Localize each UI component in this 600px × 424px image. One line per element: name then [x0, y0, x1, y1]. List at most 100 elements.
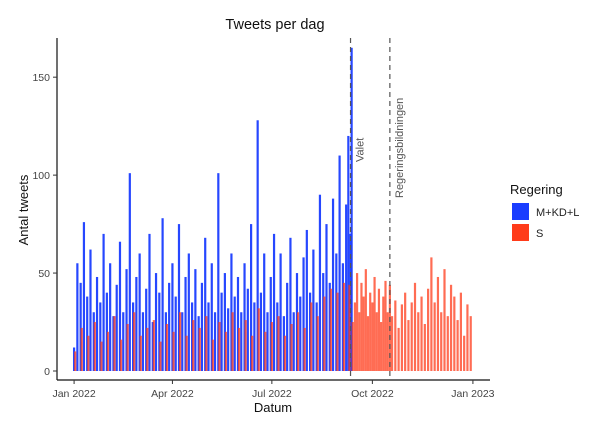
bar-mkdl — [161, 218, 164, 371]
bar-mkdl — [236, 276, 240, 371]
bar-mkdl — [154, 273, 158, 371]
bar-mkdl — [122, 312, 125, 371]
bar-s — [159, 341, 162, 371]
bar-mkdl — [292, 312, 295, 371]
bar-mkdl — [171, 263, 174, 371]
bar-mkdl — [82, 222, 86, 371]
bar-mkdl — [266, 312, 269, 371]
legend-label-s: S — [536, 228, 543, 240]
bar-s — [384, 280, 387, 371]
bar-mkdl — [299, 296, 302, 371]
bar-s — [386, 312, 389, 371]
annotation-lines: Valet Regeringsbildningen — [349, 38, 406, 380]
bar-mkdl — [86, 296, 89, 371]
bar-mkdl — [125, 269, 128, 371]
bar-mkdl — [230, 253, 233, 371]
bar-mkdl — [109, 263, 112, 371]
bar-s — [427, 288, 430, 371]
bar-s — [264, 331, 267, 371]
bar-s — [106, 331, 110, 371]
bar-s — [139, 335, 142, 371]
bar-s — [382, 296, 385, 371]
bar-s — [420, 296, 423, 371]
bar-s — [329, 288, 332, 371]
bar-mkdl — [279, 253, 282, 371]
bar-s — [417, 312, 420, 371]
bar-s — [198, 327, 201, 371]
bar-s — [126, 323, 129, 371]
bar-s — [277, 316, 280, 371]
bar-s — [290, 323, 293, 371]
bar-s — [469, 316, 472, 371]
bar-mkdl — [187, 253, 190, 371]
bar-s — [165, 323, 169, 371]
legend-swatch-mkdl — [512, 203, 529, 220]
annotation-label-1: Regeringsbildningen — [394, 98, 406, 198]
bar-mkdl — [204, 237, 207, 371]
x-tick-label: Jan 2023 — [451, 388, 494, 400]
bar-mkdl — [148, 233, 151, 371]
bar-mkdl — [128, 173, 131, 371]
bar-s — [80, 327, 83, 371]
bar-s — [257, 308, 260, 371]
bar-s — [152, 320, 155, 371]
bar-s — [224, 331, 228, 371]
bar-mkdl — [318, 194, 322, 371]
bar-s — [218, 322, 221, 371]
bar-s — [133, 312, 136, 371]
legend: Regering M+KD+L S — [510, 182, 579, 241]
bar-mkdl — [79, 282, 82, 371]
bar-s — [371, 302, 374, 371]
bar-s — [296, 312, 300, 371]
y-tick-label: 150 — [32, 72, 50, 84]
bar-s — [364, 269, 367, 371]
bar-s — [303, 327, 306, 371]
bar-mkdl — [118, 241, 122, 371]
bar-s — [377, 288, 381, 371]
bar-s — [172, 331, 175, 371]
bar-s — [463, 335, 466, 371]
bar-s — [453, 296, 456, 371]
bar-s — [466, 304, 469, 371]
bar-s — [397, 327, 400, 371]
bars-layer — [72, 47, 472, 372]
bar-s — [380, 322, 383, 371]
bar-mkdl — [177, 224, 181, 371]
bar-mkdl — [168, 282, 171, 371]
bar-s — [310, 302, 313, 371]
y-axis-title: Antal tweets — [16, 174, 31, 245]
bar-s — [404, 292, 407, 371]
bar-s — [353, 302, 356, 371]
bar-s — [185, 335, 188, 371]
bar-s — [192, 320, 195, 371]
bar-s — [456, 320, 459, 371]
bar-mkdl — [246, 288, 249, 371]
bar-mkdl — [138, 253, 141, 371]
legend-label-mkdl: M+KD+L — [536, 207, 579, 219]
bar-mkdl — [200, 282, 204, 371]
bar-s — [270, 322, 273, 371]
bar-mkdl — [217, 173, 220, 371]
bar-s — [446, 316, 449, 371]
bar-mkdl — [256, 120, 259, 372]
bar-s — [400, 304, 403, 371]
bar-mkdl — [210, 263, 213, 371]
bar-s — [342, 282, 346, 371]
bar-mkdl — [227, 308, 230, 371]
bar-s — [373, 276, 376, 371]
bar-s — [390, 316, 394, 371]
bar-s — [74, 351, 77, 371]
bar-mkdl — [305, 229, 308, 371]
bar-mkdl — [102, 233, 105, 371]
bar-s — [358, 312, 361, 371]
bar-s — [100, 341, 103, 371]
bar-mkdl — [76, 263, 79, 371]
bar-s — [336, 292, 339, 371]
legend-title: Regering — [510, 182, 563, 197]
x-ticks: Jan 2022 Apr 2022 Jul 2022 Oct 2022 Jan 2023 — [52, 380, 495, 400]
bar-mkdl — [325, 224, 328, 371]
bar-mkdl — [312, 249, 315, 371]
bar-mkdl — [220, 292, 223, 371]
bar-s — [348, 284, 351, 371]
bar-s — [360, 282, 363, 371]
